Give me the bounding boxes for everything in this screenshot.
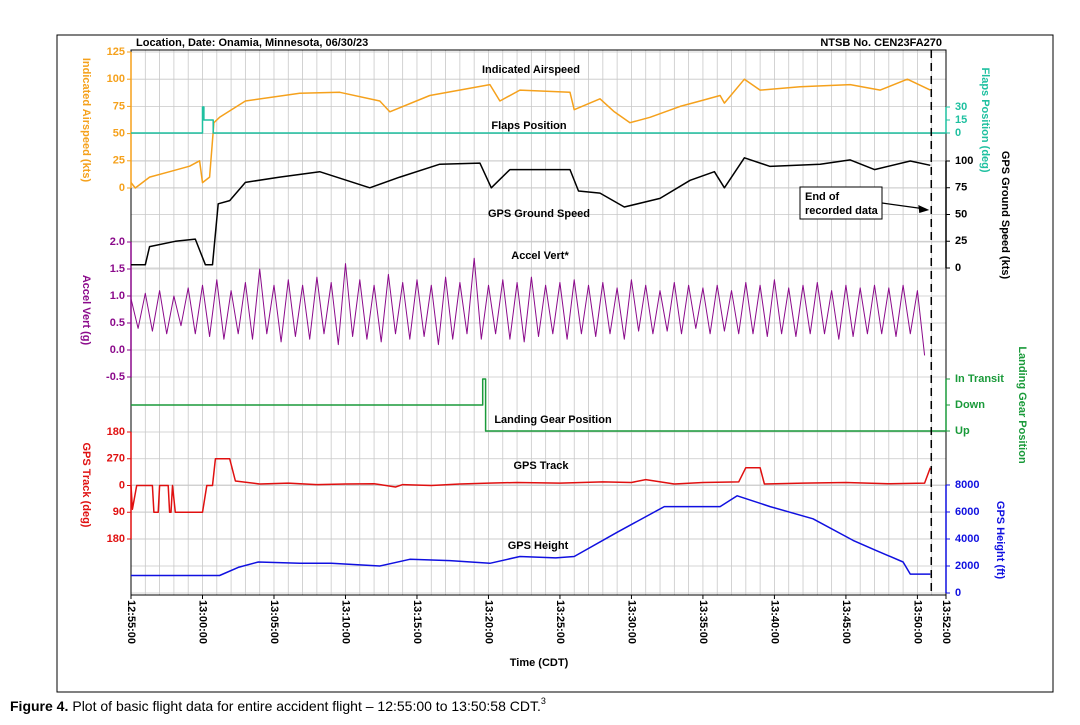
annotation-text: End of: [805, 191, 840, 203]
series-line: [130, 257, 926, 356]
y-tick-label: Up: [955, 425, 970, 437]
x-tick-label: 13:20:00: [483, 600, 495, 644]
y-tick-label: 30: [955, 101, 967, 113]
y-tick-label: 0.0: [110, 344, 125, 356]
y-tick-label: 75: [113, 100, 125, 112]
series-label: Landing Gear Position: [494, 414, 612, 426]
y-tick-label: 0: [955, 127, 961, 139]
annotation-arrowhead: [918, 205, 930, 213]
y-tick-label: 90: [113, 506, 125, 518]
annotation-arrow: [881, 202, 926, 210]
y-tick-label: 0: [119, 479, 125, 491]
y-tick-label: In Transit: [955, 373, 1004, 385]
y-axis-title: Accel Vert (g): [80, 275, 92, 346]
x-tick-label: 13:00:00: [197, 600, 209, 644]
x-tick-label: 13:50:00: [911, 600, 923, 644]
x-tick-label: 13:52:00: [940, 600, 952, 644]
y-tick-label: 0: [119, 182, 125, 194]
y-tick-label: 4000: [955, 533, 979, 545]
y-axis-title: Landing Gear Position: [1016, 346, 1028, 464]
series-line: [131, 106, 946, 134]
series-line: [130, 458, 932, 514]
y-tick-label: 180: [107, 533, 125, 545]
x-tick-label: 13:25:00: [554, 600, 566, 644]
x-tick-label: 13:40:00: [769, 600, 781, 644]
series-label: GPS Ground Speed: [488, 208, 590, 220]
series-line: [131, 495, 931, 577]
y-axis-title: GPS Height (ft): [994, 501, 1006, 580]
caption-text: Plot of basic flight data for entire acc…: [72, 698, 541, 714]
annotation-text: recorded data: [805, 205, 879, 217]
y-tick-label: 2000: [955, 560, 979, 572]
y-tick-label: 0: [955, 587, 961, 599]
x-tick-label: 13:45:00: [840, 600, 852, 644]
series-line: [131, 157, 931, 266]
caption-note: 3: [541, 696, 546, 706]
y-tick-label: 15: [955, 114, 967, 126]
series-label: Accel Vert*: [511, 250, 569, 262]
x-tick-label: 13:30:00: [626, 600, 638, 644]
y-tick-label: 2.0: [110, 236, 125, 248]
series-label: GPS Track: [513, 460, 569, 472]
figure-border: [56, 34, 1054, 693]
x-tick-label: 13:35:00: [697, 600, 709, 644]
y-tick-label: 100: [107, 73, 125, 85]
y-tick-label: -0.5: [106, 371, 125, 383]
y-tick-label: 8000: [955, 479, 979, 491]
series-line: [130, 78, 931, 189]
y-axis-title: GPS Ground Speed (kts): [999, 151, 1011, 280]
y-axis-title: Flaps Position (deg): [979, 67, 991, 172]
y-tick-label: 270: [107, 453, 125, 465]
y-tick-label: 0: [955, 262, 961, 274]
x-axis-title: Time (CDT): [510, 657, 569, 669]
y-tick-label: 180: [107, 426, 125, 438]
annotation-box: [799, 186, 883, 220]
series-label: Indicated Airspeed: [482, 64, 580, 76]
y-tick-label: 1.0: [110, 290, 125, 302]
caption-label: Figure 4.: [10, 698, 68, 714]
y-tick-label: Down: [955, 399, 985, 411]
x-tick-label: 13:15:00: [411, 600, 423, 644]
header-left: Location, Date: Onamia, Minnesota, 06/30…: [136, 37, 368, 49]
x-tick-label: 13:05:00: [268, 600, 280, 644]
caption: Figure 4. Plot of basic flight data for e…: [10, 696, 546, 713]
series-line: [131, 378, 946, 432]
series-label: GPS Height: [508, 540, 569, 552]
header-right: NTSB No. CEN23FA270: [820, 37, 942, 49]
y-tick-label: 1.5: [110, 263, 125, 275]
y-tick-label: 6000: [955, 506, 979, 518]
x-tick-label: 12:55:00: [125, 600, 137, 644]
y-tick-label: 0.5: [110, 317, 125, 329]
x-tick-label: 13:10:00: [340, 600, 352, 644]
y-tick-label: 50: [113, 128, 125, 140]
y-tick-label: 75: [955, 182, 967, 194]
y-tick-label: 125: [107, 46, 125, 58]
y-tick-label: 25: [113, 155, 125, 167]
y-axis-title: Indicated Airspeed (kts): [80, 58, 92, 183]
series-label: Flaps Position: [491, 120, 566, 132]
y-axis-title: GPS Track (deg): [80, 443, 92, 528]
y-tick-label: 100: [955, 155, 973, 167]
y-tick-label: 50: [955, 208, 967, 220]
y-tick-label: 25: [955, 235, 967, 247]
